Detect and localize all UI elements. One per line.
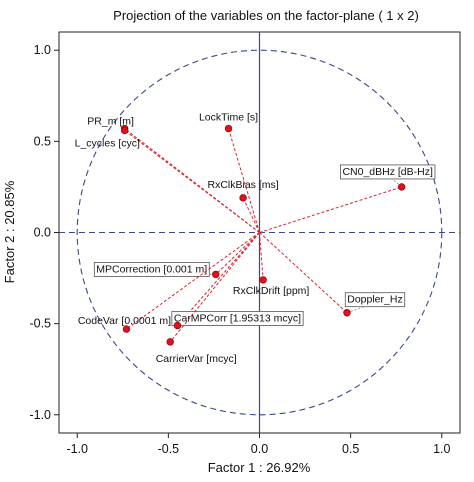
- loading-vector: [215, 232, 260, 275]
- y-tick-label: 0.5: [34, 134, 51, 148]
- point-label-box: [340, 164, 436, 180]
- loading-vector: [126, 232, 260, 330]
- y-tick-label: -1.0: [29, 408, 51, 422]
- data-point: [212, 270, 220, 279]
- loading-vector: [259, 186, 402, 233]
- point-label: RxClkBias [ms]: [208, 179, 279, 191]
- x-tick-label: -1.0: [66, 442, 88, 456]
- x-axis-label: Factor 1 : 26.92%: [208, 460, 311, 475]
- data-point: [120, 126, 129, 135]
- point-label: CN0_dBHz [dB-Hz]: [342, 166, 433, 178]
- point-label-box: [171, 311, 304, 326]
- x-tick-label: 0.5: [342, 442, 359, 456]
- point-label: L_cycles [cyc]: [75, 137, 140, 149]
- point-label: Doppler_Hz: [347, 294, 402, 306]
- point-label: CarMPCorr [1.95313 mcyc]: [174, 312, 301, 324]
- point-label: RxClkDrift [ppm]: [233, 285, 310, 297]
- loading-vector: [124, 130, 260, 233]
- data-point: [259, 276, 267, 284]
- points-layer: PR_m [m] L_cycles [cyc] LockTime [s] CN0_dB…: [75, 112, 436, 365]
- data-point: [239, 194, 247, 202]
- loading-vector: [169, 232, 260, 343]
- data-point: [343, 309, 351, 317]
- y-axis-label: Factor 2 : 20.85%: [2, 180, 17, 283]
- loading-vector: [259, 232, 348, 314]
- point-label: LockTime [s]: [199, 112, 258, 124]
- label-leader: [387, 174, 402, 188]
- loading-vector: [124, 128, 260, 233]
- data-point: [397, 183, 406, 191]
- loading-vector: [177, 232, 260, 326]
- data-point: [224, 124, 233, 133]
- x-tick-label: 1.0: [433, 442, 450, 456]
- data-point: [166, 338, 174, 346]
- y-tick-label: 1.0: [34, 43, 51, 57]
- x-tick-label: 0.0: [251, 442, 268, 456]
- point-label-box: [344, 292, 406, 308]
- loading-vector: [228, 128, 260, 233]
- y-tick-label: -0.5: [29, 317, 51, 331]
- ticks-layer: -1.0 -0.5 0.0 0.5 1.0 1.0 0.5 0.0 -0.5 -1.0: [29, 43, 450, 456]
- loading-vector: [242, 197, 260, 233]
- loading-vector: [259, 232, 264, 280]
- point-label: MPCorrection [0.001 m]: [96, 263, 207, 275]
- x-tick-label: -0.5: [158, 442, 180, 456]
- point-label: PR_m [m]: [87, 116, 134, 128]
- data-point: [173, 321, 182, 330]
- point-label: CarrierVar [mcyc]: [156, 353, 237, 365]
- y-tick-label: 0.0: [34, 226, 51, 240]
- chart-title: Projection of the variables on the facto…: [113, 8, 419, 23]
- point-label: CodeVar [0.0001 m]: [78, 315, 171, 327]
- data-point: [122, 325, 131, 333]
